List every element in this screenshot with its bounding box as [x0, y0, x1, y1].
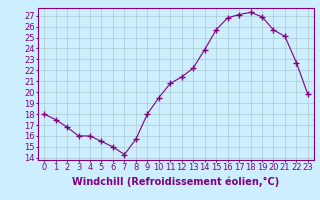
X-axis label: Windchill (Refroidissement éolien,°C): Windchill (Refroidissement éolien,°C)	[72, 177, 280, 187]
